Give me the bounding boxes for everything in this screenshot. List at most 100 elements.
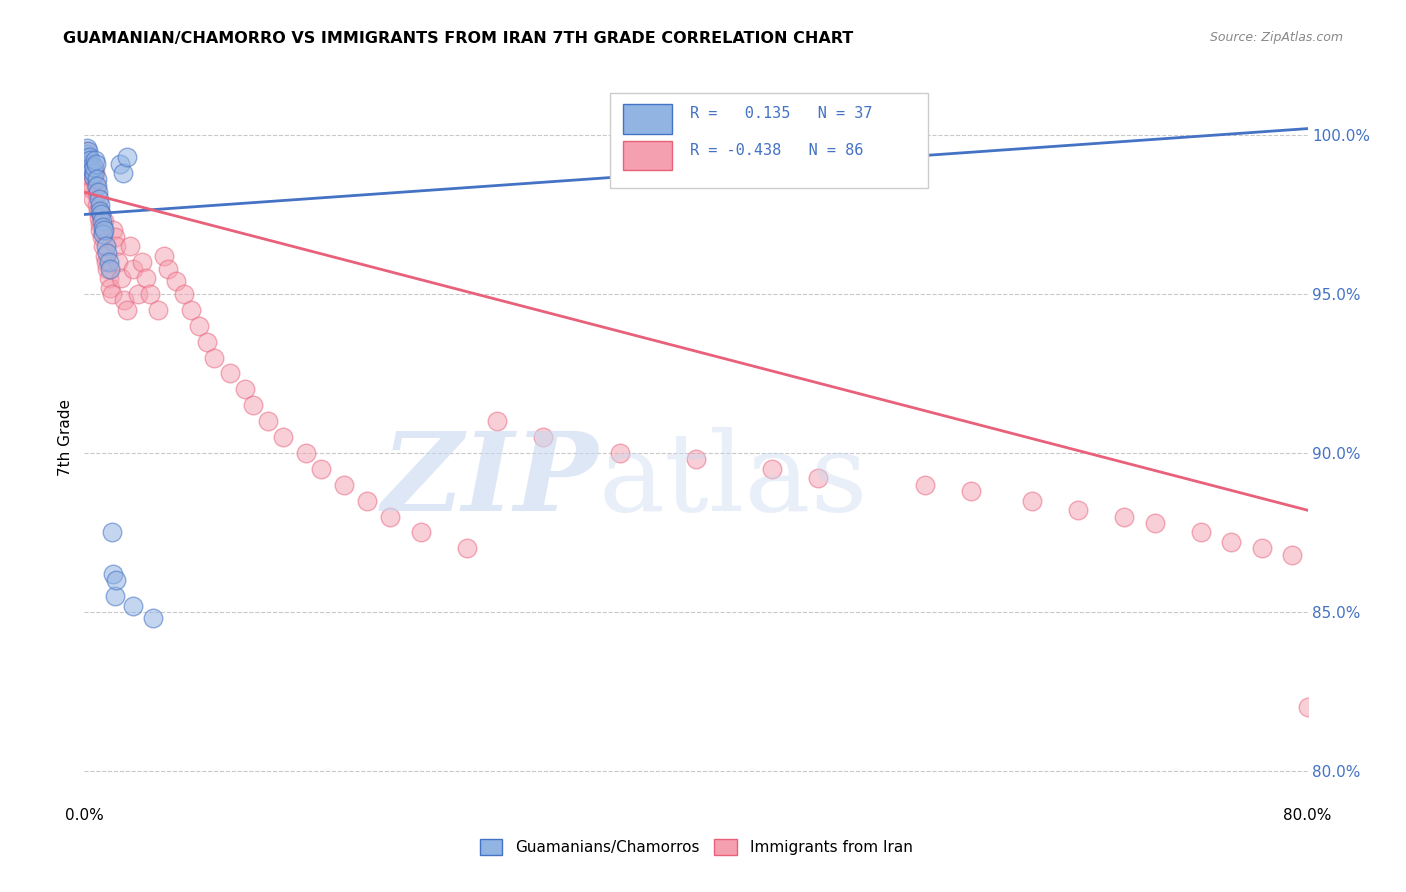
Point [218, 367, 240, 381]
Point [87, 192, 110, 206]
Point [609, 446, 631, 460]
Point [97, 271, 120, 285]
Point [76, 156, 98, 170]
Y-axis label: 7th Grade: 7th Grade [58, 399, 73, 475]
Point [1114, 509, 1136, 524]
Point [86, 172, 108, 186]
Point [202, 351, 225, 365]
Point [180, 302, 202, 317]
Point [86, 178, 108, 193]
Point [97, 255, 120, 269]
Point [1220, 535, 1243, 549]
Point [131, 255, 153, 269]
Point [146, 302, 169, 317]
Point [115, 150, 138, 164]
Point [188, 318, 211, 333]
Point [685, 452, 707, 467]
Point [153, 249, 176, 263]
Text: ZIP: ZIP [381, 427, 598, 534]
Point [333, 477, 356, 491]
Point [80, 182, 103, 196]
Point [93, 214, 115, 228]
Text: atlas: atlas [598, 427, 868, 534]
Point [111, 166, 134, 180]
Point [98, 261, 121, 276]
Point [104, 229, 127, 244]
Point [257, 414, 280, 428]
Point [1281, 548, 1303, 562]
Point [89, 198, 111, 212]
Point [76, 147, 98, 161]
Point [295, 446, 318, 460]
Point [1372, 732, 1395, 747]
Point [807, 471, 830, 485]
Point [103, 223, 125, 237]
Point [77, 160, 100, 174]
Point [1189, 525, 1212, 540]
Point [93, 227, 115, 241]
Point [356, 493, 378, 508]
Point [101, 525, 124, 540]
Point [82, 192, 104, 206]
Point [761, 462, 783, 476]
Point [96, 245, 118, 260]
Point [960, 484, 983, 499]
Point [456, 541, 478, 556]
Point [271, 430, 294, 444]
Point [90, 207, 112, 221]
Point [311, 462, 333, 476]
Point [79, 156, 101, 170]
Point [94, 239, 117, 253]
Legend: Guamanians/Chamorros, Immigrants from Iran: Guamanians/Chamorros, Immigrants from Ir… [474, 833, 918, 861]
Point [122, 599, 145, 613]
Point [135, 271, 157, 285]
Point [101, 287, 124, 301]
Point [105, 239, 128, 253]
Text: GUAMANIAN/CHAMORRO VS IMMIGRANTS FROM IRAN 7TH GRADE CORRELATION CHART: GUAMANIAN/CHAMORRO VS IMMIGRANTS FROM IR… [63, 31, 853, 46]
Text: Source: ZipAtlas.com: Source: ZipAtlas.com [1209, 31, 1343, 45]
Text: R = -0.438   N = 86: R = -0.438 N = 86 [690, 143, 863, 158]
Point [94, 249, 117, 263]
Text: R =   0.135   N = 37: R = 0.135 N = 37 [690, 106, 872, 121]
Point [86, 198, 108, 212]
Point [409, 525, 432, 540]
Point [1067, 503, 1090, 517]
Point [107, 255, 129, 269]
Point [79, 169, 101, 184]
Point [87, 211, 110, 225]
Point [139, 287, 162, 301]
Point [233, 383, 256, 397]
Point [91, 214, 114, 228]
Point [91, 220, 114, 235]
Point [1296, 700, 1319, 714]
Point [83, 160, 105, 174]
Point [115, 302, 138, 317]
Point [76, 141, 98, 155]
Point [79, 153, 101, 168]
Point [87, 185, 110, 199]
Point [76, 150, 98, 164]
Point [83, 160, 105, 174]
Point [112, 293, 135, 308]
Point [84, 178, 107, 193]
Point [142, 611, 165, 625]
Point [914, 477, 936, 491]
Point [165, 274, 187, 288]
Point [89, 223, 111, 237]
Bar [610, 94, 928, 188]
Bar [623, 104, 672, 134]
Point [96, 261, 118, 276]
Point [91, 229, 114, 244]
Point [173, 287, 195, 301]
Point [127, 287, 149, 301]
Point [108, 156, 131, 170]
Point [103, 566, 125, 581]
Point [90, 207, 112, 221]
Point [104, 589, 127, 603]
Point [83, 166, 105, 180]
Point [89, 204, 111, 219]
Point [91, 239, 114, 253]
Point [75, 144, 97, 158]
Point [77, 163, 100, 178]
Point [80, 176, 103, 190]
